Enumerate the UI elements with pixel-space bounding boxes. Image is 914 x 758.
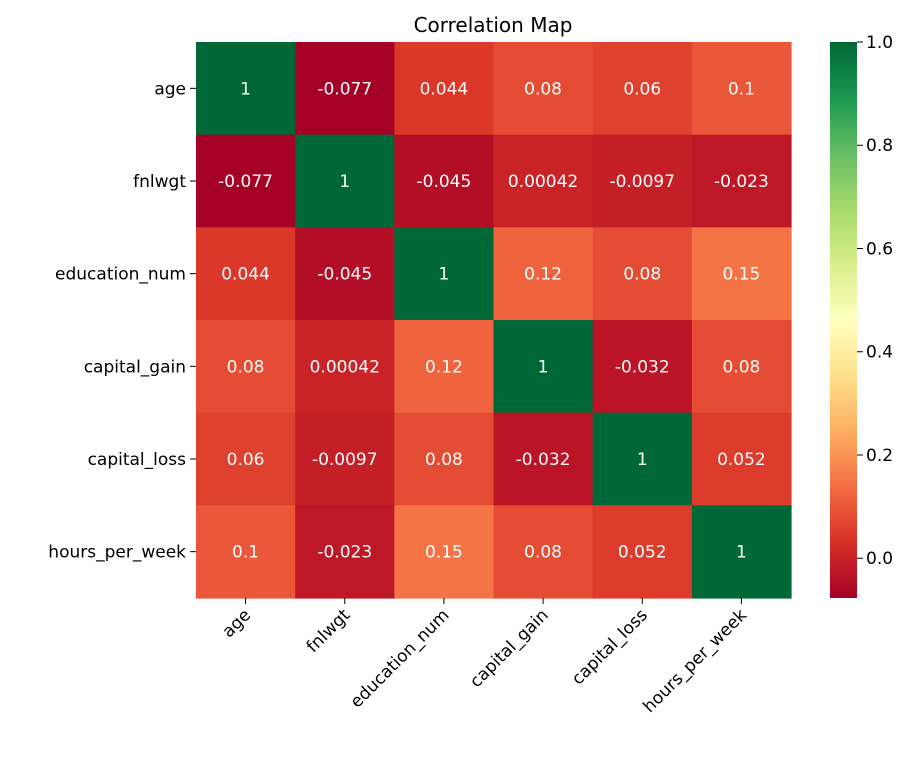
cell-value-label: 1 [439, 265, 450, 285]
heatmap-cell [592, 412, 693, 506]
cell-value-label: -0.032 [615, 357, 670, 377]
heatmap-cell [196, 42, 296, 136]
cell-value-label: 1 [339, 172, 350, 192]
heatmap-cell [592, 134, 693, 228]
cell-value-label: 1 [736, 543, 747, 563]
heatmap-cell [493, 227, 594, 321]
y-tick-label: hours_per_week [48, 543, 186, 563]
heatmap-cell [592, 227, 693, 321]
cell-value-label: 0.12 [425, 357, 463, 377]
x-tick-label: capital_gain [466, 605, 552, 691]
heatmap-cell [394, 320, 495, 414]
x-tick-label: capital_loss [568, 605, 652, 689]
heatmap-cell [691, 134, 792, 228]
heatmap-cell [295, 412, 395, 506]
heatmap-cell [394, 134, 495, 228]
heatmap-cell [394, 42, 495, 136]
chart-title: Correlation Map [414, 13, 573, 37]
cell-value-label: 0.08 [227, 357, 265, 377]
heatmap-cells [196, 42, 792, 599]
colorbar-tick-label: 0.0 [866, 549, 893, 569]
heatmap-cell [196, 505, 296, 599]
cell-value-label: 0.052 [717, 450, 766, 470]
cell-value-label: -0.045 [317, 265, 372, 285]
x-tick-label: hours_per_week [639, 605, 751, 717]
cell-value-label: 0.12 [524, 265, 562, 285]
cell-value-label: 0.08 [623, 265, 661, 285]
cell-value-label: 1 [240, 79, 251, 99]
heatmap-cell [592, 42, 693, 136]
x-tick-label: education_num [347, 605, 454, 712]
cell-value-label: 0.044 [221, 265, 270, 285]
cell-value-label: 0.08 [722, 357, 760, 377]
cell-value-label: -0.077 [317, 79, 372, 99]
cell-value-label: 0.1 [728, 79, 755, 99]
heatmap-cell [394, 412, 495, 506]
heatmap-cell [196, 134, 296, 228]
heatmap-cell [295, 320, 395, 414]
heatmap-cell [493, 505, 594, 599]
x-tick-label: age [219, 605, 256, 642]
colorbar-tick-label: 0.4 [866, 343, 893, 363]
heatmap-cell [691, 412, 792, 506]
y-tick-label: capital_loss [88, 450, 187, 470]
cell-value-label: 0.052 [618, 543, 667, 563]
heatmap-cell [295, 227, 395, 321]
heatmap-cell [493, 42, 594, 136]
cell-value-label: 0.06 [227, 450, 265, 470]
cell-value-label: 0.06 [623, 79, 661, 99]
colorbar-tick-label: 0.8 [866, 136, 893, 156]
y-tick-label: education_num [55, 265, 186, 285]
cell-value-label: -0.032 [516, 450, 571, 470]
heatmap-cell [196, 412, 296, 506]
cell-value-label: -0.077 [218, 172, 273, 192]
y-tick-label: fnlwgt [133, 172, 186, 192]
cell-value-label: 0.08 [425, 450, 463, 470]
cell-value-label: 0.00042 [310, 357, 380, 377]
heatmap-cell [394, 227, 495, 321]
heatmap-cell [691, 227, 792, 321]
cell-value-label: -0.023 [317, 543, 372, 563]
heatmap-cell [493, 320, 594, 414]
heatmap-cell [196, 320, 296, 414]
heatmap-cell [592, 320, 693, 414]
cell-value-label: -0.0097 [609, 172, 675, 192]
cell-value-label: 1 [538, 357, 549, 377]
heatmap-cell [394, 505, 495, 599]
cell-value-label: 0.08 [524, 543, 562, 563]
cell-value-label: -0.045 [417, 172, 472, 192]
heatmap-cell [196, 227, 296, 321]
colorbar-gradient [830, 42, 857, 598]
y-tick-label: capital_gain [84, 357, 186, 377]
cell-value-label: 0.08 [524, 79, 562, 99]
cell-value-label: 0.044 [420, 79, 469, 99]
colorbar-tick-label: 0.6 [866, 239, 893, 259]
heatmap-cell [592, 505, 693, 599]
x-tick-label: fnlwgt [303, 605, 355, 657]
heatmap-cell [691, 42, 792, 136]
colorbar-tick-label: 1.0 [866, 33, 893, 53]
cell-value-label: -0.0097 [312, 450, 378, 470]
cell-value-label: -0.023 [714, 172, 769, 192]
heatmap-cell [691, 320, 792, 414]
heatmap-cell-labels: 1 -0.077 0.044 0.08 0.06 0.1 -0.077 1 -0.045 0.00… [218, 79, 769, 562]
y-tick-label: age [154, 79, 186, 99]
heatmap-cell [295, 505, 395, 599]
cell-value-label: 0.00042 [508, 172, 578, 192]
colorbar: 0.0 0.2 0.4 0.6 0.8 1.0 [830, 33, 893, 598]
heatmap-cell [493, 412, 594, 506]
cell-value-label: 0.1 [232, 543, 259, 563]
colorbar-tick-label: 0.2 [866, 446, 893, 466]
heatmap-cell [295, 42, 395, 136]
heatmap-cell [691, 505, 792, 599]
cell-value-label: 0.15 [425, 543, 463, 563]
heatmap-cell [493, 134, 594, 228]
y-axis: age fnlwgt education_num capital_gaincapita… [48, 79, 196, 563]
heatmap-cell [295, 134, 395, 228]
cell-value-label: 0.15 [722, 265, 760, 285]
cell-value-label: 1 [637, 450, 648, 470]
